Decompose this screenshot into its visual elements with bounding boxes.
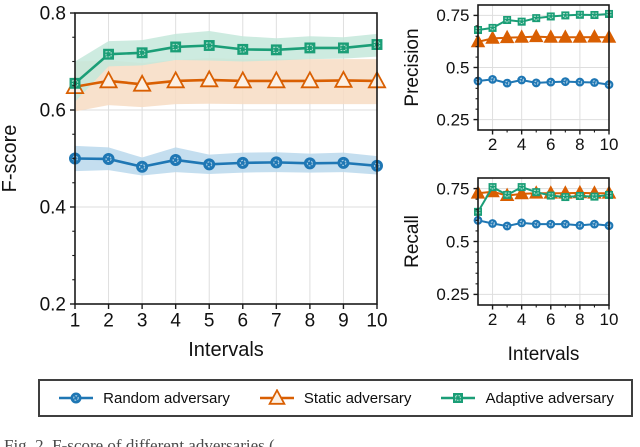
- precision-chart: 2 4 6 8 10 0.25 0.5 0.75 Precision: [402, 4, 619, 154]
- svg-text:0.25: 0.25: [436, 110, 469, 129]
- svg-text:Precision: Precision: [402, 28, 423, 106]
- svg-text:2: 2: [103, 310, 114, 331]
- svg-text:6: 6: [237, 310, 248, 331]
- svg-text:Recall: Recall: [402, 215, 423, 268]
- fscore-chart: 1 2 3 4 5 6 7 8 9 10 0.2 0.4 0.6 0.8 F-score Intervals: [0, 3, 388, 361]
- svg-text:8: 8: [575, 310, 584, 329]
- svg-text:0.75: 0.75: [436, 179, 469, 198]
- svg-text:6: 6: [546, 135, 555, 154]
- legend-label: Random adversary: [103, 389, 230, 407]
- legend-item-static: Static adversary: [258, 389, 412, 407]
- random-marker-icon: [59, 392, 94, 404]
- svg-text:4: 4: [517, 135, 526, 154]
- svg-text:2: 2: [488, 135, 497, 154]
- svg-text:8: 8: [575, 135, 584, 154]
- caption-text: Fig. 2. F-score of different adversaries…: [4, 436, 292, 447]
- legend-item-random: Random adversary: [57, 389, 230, 407]
- svg-text:1: 1: [70, 310, 81, 331]
- static-marker-icon: [259, 389, 294, 405]
- svg-text:9: 9: [338, 310, 349, 331]
- svg-text:8: 8: [305, 310, 316, 331]
- svg-text:2: 2: [488, 310, 497, 329]
- svg-text:4: 4: [517, 310, 526, 329]
- svg-text:5: 5: [204, 310, 215, 331]
- svg-text:3: 3: [137, 310, 148, 331]
- svg-text:0.5: 0.5: [446, 232, 470, 251]
- svg-text:6: 6: [546, 310, 555, 329]
- legend-label: Adaptive adversary: [485, 389, 614, 407]
- figure-caption: Fig. 2. F-score of different adversaries…: [4, 435, 640, 447]
- svg-text:F-score: F-score: [0, 125, 21, 193]
- svg-text:0.4: 0.4: [40, 197, 67, 218]
- svg-text:10: 10: [600, 310, 619, 329]
- svg-text:Intervals: Intervals: [508, 344, 580, 365]
- svg-text:0.8: 0.8: [40, 3, 66, 24]
- adaptive-marker-icon: [441, 393, 476, 403]
- svg-text:0.6: 0.6: [40, 100, 66, 121]
- svg-text:4: 4: [170, 310, 181, 331]
- recall-chart: 2 4 6 8 10 0.25 0.5 0.75 Recall Intervals: [402, 177, 619, 365]
- legend-item-adaptive: Adaptive adversary: [439, 389, 614, 407]
- svg-text:0.2: 0.2: [40, 294, 66, 315]
- svg-text:0.25: 0.25: [436, 285, 469, 304]
- svg-text:Intervals: Intervals: [188, 339, 264, 361]
- svg-text:0.75: 0.75: [436, 6, 469, 25]
- svg-text:0.5: 0.5: [446, 58, 470, 77]
- svg-text:10: 10: [600, 135, 619, 154]
- legend: Random adversary Static adversary Adaptive…: [38, 379, 633, 417]
- svg-text:10: 10: [366, 310, 387, 331]
- legend-label: Static adversary: [303, 389, 412, 407]
- svg-text:7: 7: [271, 310, 282, 331]
